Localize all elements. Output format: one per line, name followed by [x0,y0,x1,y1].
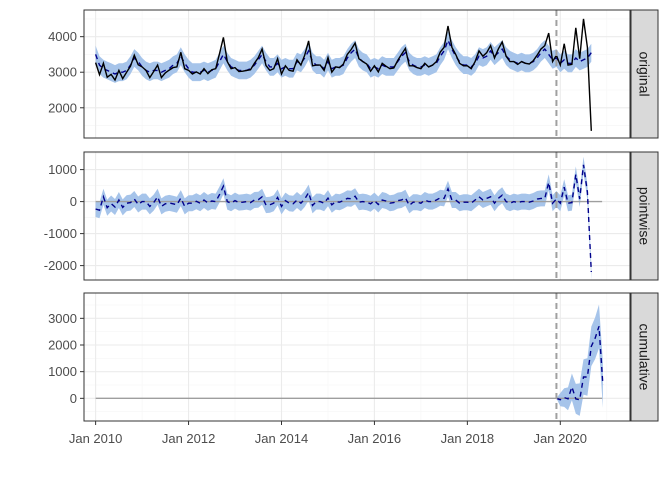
strip-original [630,9,659,139]
y-tick-label: -1000 [44,226,77,241]
y-tick-label: 0 [70,391,77,406]
original-interval-band [95,31,592,83]
y-tick-label: 1000 [48,364,77,379]
panel-cumulative-border [83,292,631,422]
strip-pointwise [630,151,659,281]
panel-original: 2000 3000 4000 original [48,9,659,139]
panel-cumulative: 0 1000 2000 3000 cumulative [48,292,659,422]
y-tick-label: 2000 [48,338,77,353]
panel-original-background [84,10,630,138]
panel-pointwise-background [84,152,630,280]
cumulative-effect-line [556,326,604,401]
strip-original-label: original [637,51,653,96]
panel-original-border [83,9,631,139]
panel-original-y-axis: 2000 3000 4000 [48,29,84,115]
x-tick-label: Jan 2018 [441,431,495,446]
panel-pointwise-y-axis: -2000 -1000 0 1000 [44,162,84,273]
panel-cumulative-y-axis: 0 1000 2000 3000 [48,311,84,406]
y-tick-label: 3000 [48,311,77,326]
strip-cumulative [630,292,659,422]
strip-pointwise-label: pointwise [637,187,653,246]
y-tick-label: 3000 [48,65,77,80]
y-tick-label: 1000 [48,162,77,177]
strip-cumulative-label: cumulative [637,324,653,391]
x-axis: Jan 2010 Jan 2012 Jan 2014 Jan 2016 Jan … [69,421,587,446]
cumulative-interval-band [556,304,603,416]
original-observed-line [94,18,592,131]
y-tick-label: 0 [70,194,77,209]
x-tick-label: Jan 2012 [162,431,216,446]
panel-cumulative-background [84,293,630,421]
pointwise-interval-band [95,156,592,280]
y-tick-label: -2000 [44,258,77,273]
pointwise-effect-line [95,164,592,273]
panel-pointwise: -2000 -1000 0 1000 pointwise [44,151,659,281]
x-tick-label: Jan 2010 [69,431,123,446]
x-tick-label: Jan 2020 [534,431,588,446]
x-tick-label: Jan 2014 [255,431,309,446]
y-tick-label: 4000 [48,29,77,44]
y-tick-label: 2000 [48,100,77,115]
x-tick-label: Jan 2016 [348,431,402,446]
panel-pointwise-border [83,151,631,281]
